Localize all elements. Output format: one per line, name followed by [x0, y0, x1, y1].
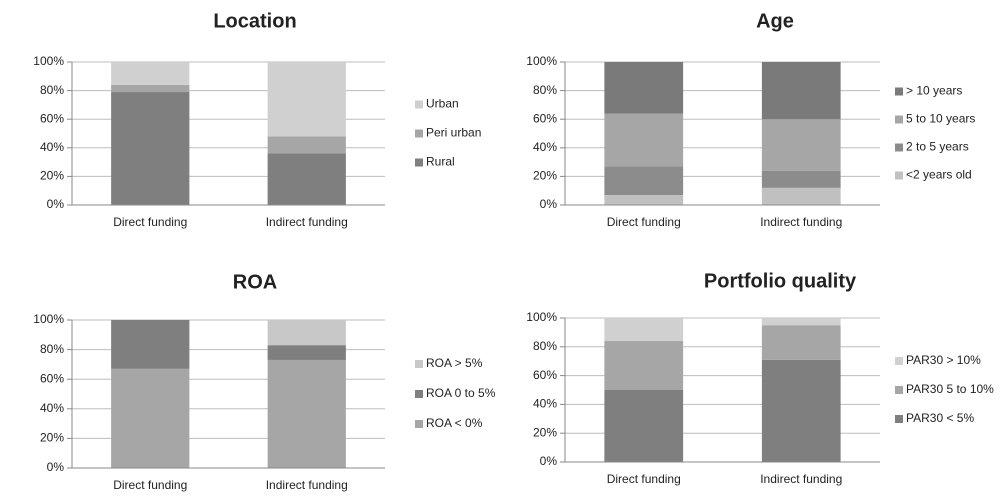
bar-segment [267, 345, 346, 360]
bar-segment [761, 325, 841, 360]
y-tick-label: 20% [40, 431, 64, 445]
y-tick-label: 20% [533, 425, 557, 439]
bar-segment [267, 62, 346, 137]
legend-label: Rural [426, 155, 455, 169]
y-tick-label: 40% [40, 401, 64, 415]
y-tick-label: 60% [533, 111, 557, 125]
y-tick-label: 100% [526, 310, 557, 324]
chart-title: Age [756, 10, 794, 32]
y-tick-label: 0% [47, 460, 65, 474]
y-tick-label: 80% [533, 339, 557, 353]
y-tick-label: 100% [33, 312, 64, 326]
bar-segment [111, 84, 190, 93]
y-tick-label: 40% [533, 397, 557, 411]
legend-swatch [415, 420, 423, 428]
legend-label: PAR30 > 10% [906, 353, 981, 367]
bar-segment [761, 170, 841, 188]
legend-swatch [895, 87, 903, 96]
y-tick-label: 100% [33, 54, 64, 68]
bar-segment [604, 318, 684, 342]
legend-label: Urban [426, 97, 459, 111]
chart-title: Portfolio quality [704, 270, 857, 292]
bar-segment [761, 119, 841, 171]
bar-segment [111, 320, 190, 369]
legend-label: Peri urban [426, 126, 481, 140]
legend-label: > 10 years [906, 84, 962, 98]
bar-segment [761, 187, 841, 205]
y-tick-label: 100% [526, 54, 557, 68]
bar-segment [604, 341, 684, 390]
y-tick-label: 60% [533, 368, 557, 382]
bar-segment [267, 320, 346, 346]
chart-title: Location [213, 10, 296, 32]
legend-swatch [415, 100, 423, 109]
legend-swatch [895, 115, 903, 124]
bar-segment [111, 62, 190, 85]
x-tick-label: Direct funding [113, 478, 187, 492]
legend-swatch [415, 129, 423, 138]
legend-swatch [895, 171, 903, 180]
x-tick-label: Direct funding [113, 215, 187, 229]
legend-label: ROA > 5% [426, 356, 483, 370]
legend-label: ROA 0 to 5% [426, 386, 496, 400]
bar-segment [111, 368, 190, 468]
y-tick-label: 80% [533, 83, 557, 97]
x-tick-label: Indirect funding [760, 215, 842, 229]
y-tick-label: 0% [540, 454, 558, 468]
legend-label: 2 to 5 years [906, 140, 969, 154]
bar-segment [604, 194, 684, 205]
bar-segment [267, 359, 346, 468]
bar-segment [604, 62, 684, 114]
y-tick-label: 0% [540, 197, 558, 211]
legend-label: PAR30 < 5% [906, 411, 974, 425]
legend-swatch [415, 390, 423, 398]
legend-swatch [895, 143, 903, 152]
y-tick-label: 20% [40, 169, 64, 183]
legend-swatch [895, 415, 903, 423]
bar-segment [761, 359, 841, 462]
bar-segment [267, 153, 346, 205]
legend-swatch [895, 386, 903, 394]
y-tick-label: 80% [40, 83, 64, 97]
y-tick-label: 40% [40, 140, 64, 154]
bar-segment [761, 62, 841, 120]
bar-segment [111, 92, 190, 205]
x-tick-label: Indirect funding [266, 478, 348, 492]
x-tick-label: Indirect funding [760, 472, 842, 486]
x-tick-label: Direct funding [607, 472, 681, 486]
legend-label: <2 years old [906, 168, 972, 182]
x-tick-label: Indirect funding [266, 215, 348, 229]
legend-swatch [415, 360, 423, 368]
bar-segment [604, 390, 684, 462]
y-tick-label: 20% [533, 169, 557, 183]
y-tick-label: 0% [47, 197, 65, 211]
y-tick-label: 80% [40, 342, 64, 356]
bar-segment [761, 318, 841, 326]
bar-segment [604, 166, 684, 195]
legend-swatch [415, 158, 423, 167]
y-tick-label: 60% [40, 111, 64, 125]
legend-label: PAR30 5 to 10% [906, 382, 994, 396]
y-tick-label: 60% [40, 371, 64, 385]
y-tick-label: 40% [533, 140, 557, 154]
legend-label: 5 to 10 years [906, 112, 975, 126]
x-tick-label: Direct funding [607, 215, 681, 229]
bar-segment [604, 113, 684, 167]
bar-segment [267, 136, 346, 154]
legend-swatch [895, 357, 903, 365]
chart-title: ROA [233, 271, 277, 293]
legend-label: ROA < 0% [426, 416, 483, 430]
